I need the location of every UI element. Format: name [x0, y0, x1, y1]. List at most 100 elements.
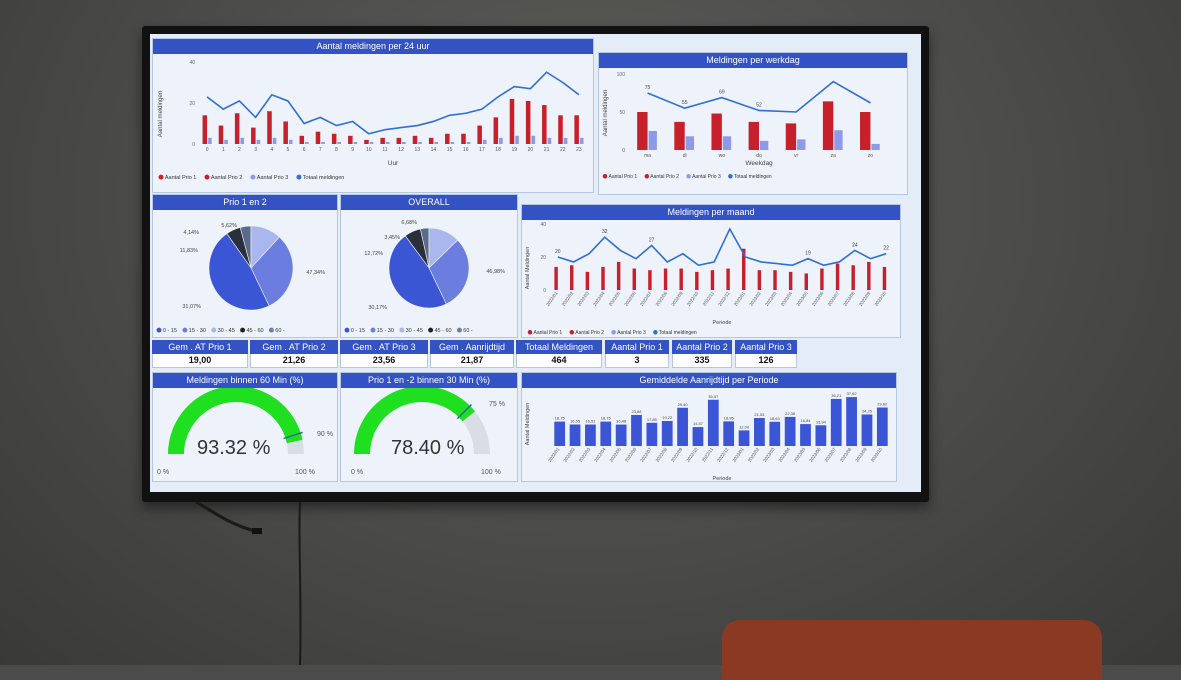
monthly-data-label: 24 [852, 242, 858, 248]
weekday-xtick: vr [794, 153, 799, 159]
avg-xtick: 2022/03 [578, 446, 592, 463]
monthly-legend-label: Aantal Prio 3 [617, 330, 646, 336]
hourly-legend-label: Aantal Prio 2 [211, 175, 243, 181]
kpi-card: Gem . Aanrijdtijd 21,87 [430, 340, 514, 368]
gauge-30min-min: 0 % [351, 469, 364, 476]
avg-data-label: 18,75 [555, 416, 566, 421]
hourly-xtick: 10 [366, 147, 372, 153]
pie-prio-legend-label: 0 - 15 [163, 328, 177, 334]
hourly-chart-panel: Aantal meldingen per 24 uur Aantal meldi… [152, 38, 594, 193]
hourly-bar-prio1 [493, 117, 499, 144]
hourly-xtick: 16 [463, 147, 469, 153]
avg-xtick: 2022/05 [609, 446, 623, 463]
pie-prio-panel: Prio 1 en 2 5,62% 4,14% 11,83% 31,07% 47,34%… [152, 194, 338, 338]
weekday-bar-prio1 [822, 101, 834, 150]
hourly-bar-prio2 [515, 135, 519, 144]
avg-data-label: 17,85 [647, 417, 658, 422]
weekday-bar-prio2 [760, 140, 769, 150]
monthly-ytick: 0 [543, 288, 546, 294]
hourly-legend-dot [250, 174, 256, 180]
hourly-bar-prio2 [305, 141, 309, 144]
monthly-bar-prio1 [757, 270, 762, 290]
hourly-xtick: 9 [351, 147, 354, 153]
weekday-bar-prio1 [785, 123, 797, 150]
pie-overall-legend-dot [399, 327, 405, 333]
avg-arrival-chart: Aantal Meldingen 18,75 2022/01 16,55 2022/02… [525, 391, 888, 481]
pie-overall-slice [388, 235, 447, 309]
hourly-xtick: 23 [576, 147, 582, 153]
weekday-data-label: 69 [719, 90, 725, 96]
gauge-60min-value: 93.32 % [197, 437, 271, 459]
pie-overall-slice-label: 3,45% [384, 235, 400, 241]
kpi-value: 126 [735, 354, 797, 368]
weekday-legend-dot [728, 174, 733, 179]
monthly-legend-dot [527, 330, 533, 335]
monthly-xtick: 2022/11 [702, 290, 716, 306]
avg-bar [754, 418, 765, 446]
monthly-xtick: 2022/08 [655, 290, 669, 307]
weekday-chart: Aantal meldingen 100 50 0 ma di wo do vr za zo 75 55… [602, 72, 880, 180]
pie-overall-legend-dot [428, 327, 434, 333]
pie-prio-slice-label: 4,14% [183, 230, 199, 236]
avg-data-label: 36,21 [831, 393, 842, 398]
avg-xtick: 2023/05 [793, 446, 807, 463]
avg-xtick: 2022/01 [547, 446, 561, 463]
pie-prio-legend-dot [156, 327, 162, 333]
monthly-xtick: 2023/02 [748, 290, 762, 307]
monthly-xtick: 2023/06 [811, 290, 825, 307]
monthly-bar-prio1 [648, 270, 652, 290]
monthly-bar-prio1 [851, 265, 855, 290]
avg-bar [815, 425, 827, 446]
hourly-ytick: 20 [189, 101, 195, 107]
avg-bar [585, 424, 596, 446]
avg-xtick: 2023/10 [870, 446, 884, 463]
hourly-bar-prio1 [558, 115, 563, 144]
hourly-xlabel: Uur [388, 160, 399, 167]
hourly-xtick: 1 [222, 147, 225, 153]
avg-bar [846, 397, 857, 446]
gauge-60min [168, 388, 304, 454]
avg-data-label: 35,57 [708, 394, 719, 399]
hourly-total-line [206, 71, 580, 135]
pie-prio-slice-label: 5,62% [221, 223, 237, 229]
hourly-xtick: 3 [254, 147, 257, 153]
avg-xtick: 2023/07 [824, 446, 838, 463]
avg-bar [738, 430, 750, 446]
hourly-xtick: 4 [270, 147, 273, 153]
pie-overall-legend-dot [344, 327, 350, 333]
pie-overall-legend-dot [456, 327, 462, 333]
hourly-bar-prio2 [337, 141, 342, 144]
weekday-legend-label: Aantal Prio 3 [692, 174, 721, 180]
monthly-xtick: 2022/04 [592, 290, 606, 307]
avg-bar [692, 427, 704, 446]
weekday-legend-label: Aantal Prio 1 [609, 174, 638, 180]
avg-data-label: 14,57 [693, 421, 704, 426]
avg-xtick: 2022/12 [716, 446, 730, 463]
avg-xtick: 2022/04 [593, 446, 607, 463]
avg-data-label: 12,00 [739, 424, 750, 429]
avg-xtick: 2023/03 [762, 446, 776, 463]
monthly-xtick: 2022/06 [623, 290, 637, 307]
pie-overall-title: OVERALL [341, 195, 517, 210]
weekday-bar-prio1 [860, 112, 871, 150]
pie-overall-slice-label: 30,17% [368, 305, 387, 311]
avg-data-label: 18,75 [601, 416, 612, 421]
avg-data-label: 29,62 [877, 401, 888, 406]
avg-data-label: 23,88 [631, 409, 642, 414]
hourly-bar-prio1 [315, 131, 321, 144]
hourly-legend-label: Totaal meldingen [303, 175, 345, 181]
hourly-ytick: 40 [189, 60, 195, 66]
avg-xtick: 2022/02 [562, 446, 576, 463]
hourly-xtick: 2 [238, 147, 241, 153]
gauge-60min-fill [168, 388, 303, 454]
avg-bar [615, 424, 627, 446]
monthly-bar-prio1 [679, 268, 683, 290]
avg-bar [569, 424, 581, 446]
kpi-label: Gem . AT Prio 2 [250, 340, 338, 354]
pie-prio-chart: 5,62% 4,14% 11,83% 31,07% 47,34% 0 - 15 15 - 3… [156, 223, 325, 334]
weekday-legend-label: Totaal meldingen [734, 174, 772, 180]
monthly-ylabel: Aantal Meldingen [525, 247, 531, 290]
pie-prio-legend-label: 30 - 45 [218, 328, 235, 334]
avg-data-label: 18,95 [724, 415, 735, 420]
